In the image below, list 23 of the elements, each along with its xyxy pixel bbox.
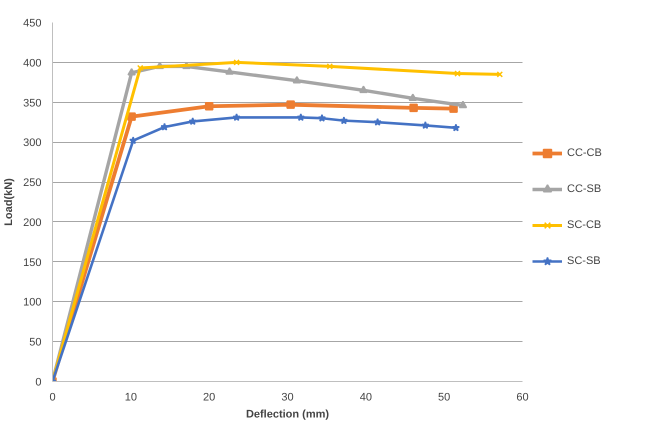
y-tick-label: 100 <box>23 296 42 309</box>
legend-label: SC-CB <box>567 219 602 231</box>
y-tick-label: 350 <box>23 97 42 110</box>
y-axis-title: Load(kN) <box>3 178 16 226</box>
y-tick-label: 200 <box>23 216 42 229</box>
legend-label: CC-CB <box>567 147 602 159</box>
x-tick-label: 0 <box>49 392 56 404</box>
y-tick-label: 400 <box>23 57 42 70</box>
y-tick-label: 150 <box>23 256 42 269</box>
x-tick-label: 60 <box>516 392 529 404</box>
y-tick-label: 300 <box>23 137 42 150</box>
y-tick-label: 50 <box>29 336 42 349</box>
x-tick-label: 10 <box>124 392 137 404</box>
x-tick-label: 50 <box>438 392 450 404</box>
x-axis-title: Deflection (mm) <box>246 408 330 420</box>
y-tick-label: 250 <box>23 177 42 190</box>
y-tick-label: 0 <box>35 376 42 388</box>
y-tick-label: 450 <box>23 18 42 30</box>
legend-label: SC-SB <box>567 255 601 267</box>
x-tick-label: 30 <box>281 392 294 404</box>
x-tick-label: 20 <box>203 392 216 404</box>
legend-label: CC-SB <box>567 183 602 195</box>
x-tick-label: 40 <box>360 392 372 404</box>
